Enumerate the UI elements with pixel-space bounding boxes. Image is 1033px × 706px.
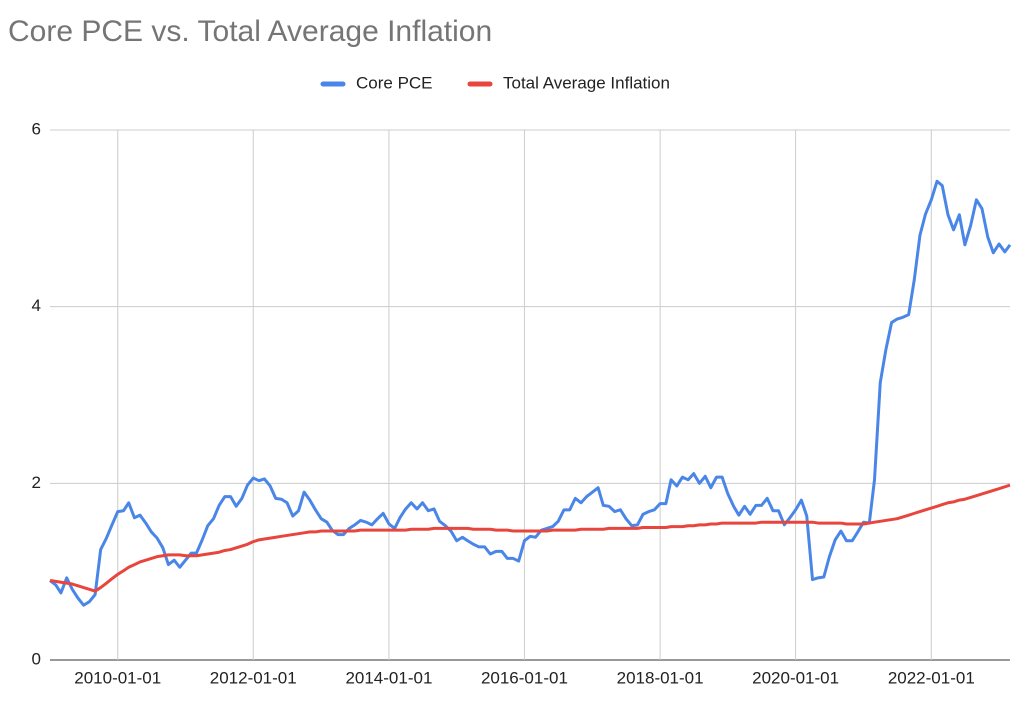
series-line [49,179,1012,607]
x-tick-label: 2012-01-01 [210,668,297,687]
x-tick-label: 2022-01-01 [888,668,975,687]
legend-label: Total Average Inflation [503,73,670,92]
x-tick-label: 2010-01-01 [74,668,161,687]
series-line [49,483,1011,593]
y-tick-label: 6 [32,119,41,138]
y-tick-label: 4 [32,296,41,315]
y-tick-label: 0 [32,649,41,668]
legend-label: Core PCE [356,73,433,92]
x-tick-label: 2016-01-01 [481,668,568,687]
x-tick-label: 2018-01-01 [617,668,704,687]
y-tick-label: 2 [32,473,41,492]
x-tick-label: 2014-01-01 [345,668,432,687]
x-tick-label: 2020-01-01 [752,668,839,687]
chart-title: Core PCE vs. Total Average Inflation [8,15,492,48]
